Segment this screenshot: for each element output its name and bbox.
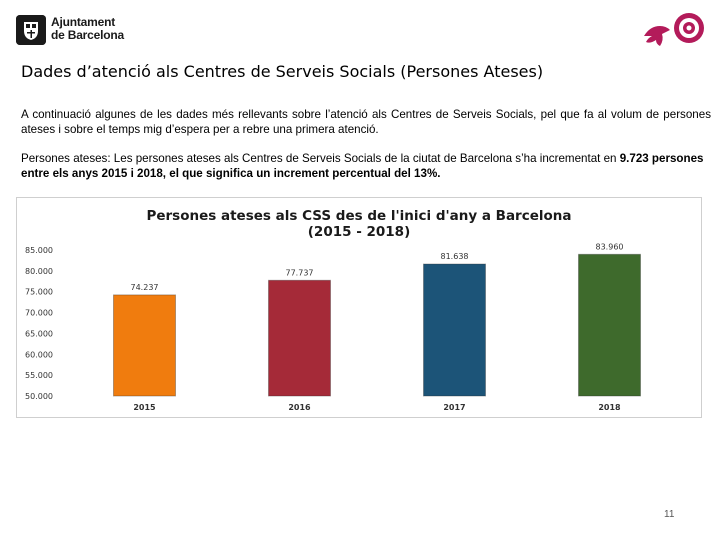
persons-paragraph: Persones ateses: Les persones ateses als…: [21, 151, 711, 181]
logo-text: Ajuntament de Barcelona: [51, 16, 124, 42]
chart-title-line2: (2015 - 2018): [308, 224, 411, 240]
bar-2016: [268, 279, 331, 397]
data-label-2015: 74.237: [131, 283, 159, 292]
barcelona-shield-icon: [16, 15, 46, 45]
y-tick-label: 55.000: [25, 371, 53, 380]
x-tick-label-2018: 2018: [598, 403, 621, 412]
y-tick-label: 60.000: [25, 350, 53, 359]
x-tick-label-2016: 2016: [288, 403, 311, 412]
social-services-brand-icon: [638, 10, 708, 52]
logo-line2: de Barcelona: [51, 28, 124, 42]
bar-chart-svg: Persones ateses als CSS des de l'inici d…: [25, 208, 641, 412]
y-tick-label: 80.000: [25, 267, 53, 276]
x-tick-label-2015: 2015: [133, 403, 156, 412]
page-title: Dades d’atenció als Centres de Serveis S…: [21, 62, 544, 81]
y-tick-label: 65.000: [25, 329, 53, 338]
y-tick-label: 85.000: [25, 246, 53, 255]
bar-2017: [423, 263, 486, 397]
y-tick-label: 50.000: [25, 392, 53, 401]
bar-2015: [113, 294, 176, 397]
ajuntament-logo[interactable]: Ajuntament de Barcelona: [16, 13, 126, 47]
persons-highlight: 9.723 persones entre els anys 2015 i 201…: [21, 152, 704, 180]
y-tick-label: 75.000: [25, 288, 53, 297]
x-tick-label-2017: 2017: [443, 403, 465, 412]
y-axis: 50.000 55.000 60.000 65.000 70.000 75.000 80.0…: [25, 246, 53, 401]
logo-line1: Ajuntament: [51, 15, 116, 29]
bars: 74.237 77.737 81.638 83.960: [113, 242, 641, 397]
data-label-2018: 83.960: [596, 242, 624, 251]
intro-paragraph: A continuació algunes de les dades més r…: [21, 108, 711, 136]
bar-2018: [578, 253, 641, 397]
x-axis: 2015 2016 2017 2018: [133, 403, 621, 412]
bar-chart: Persones ateses als CSS des de l'inici d…: [16, 197, 702, 418]
y-tick-label: 70.000: [25, 309, 53, 318]
data-label-2016: 77.737: [286, 268, 314, 277]
page-number: 11: [664, 509, 675, 520]
persons-label: Persones ateses: [21, 152, 108, 165]
chart-title-line1: Persones ateses als CSS des de l'inici d…: [146, 208, 571, 224]
persons-text: : Les persones ateses als Centres de Ser…: [107, 152, 620, 165]
data-label-2017: 81.638: [441, 252, 469, 261]
